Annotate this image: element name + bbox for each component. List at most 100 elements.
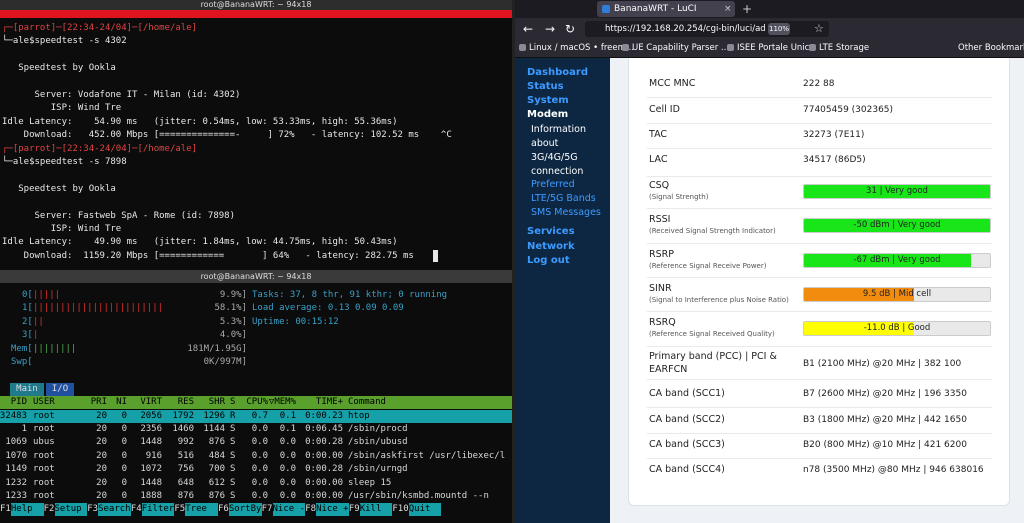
process-row-bg: [0, 449, 512, 463]
function-key[interactable]: F2: [43, 504, 55, 515]
nav-link[interactable]: Status: [527, 81, 564, 93]
process-row-cell: 1888: [140, 491, 162, 501]
function-key[interactable]: F5: [174, 504, 186, 515]
function-label[interactable]: Filter: [141, 503, 175, 517]
terminal-line: Server: Fastweb SpA - Rome (id: 7898): [2, 210, 236, 221]
bookmark[interactable]: Linux / macOS • freem...: [529, 43, 634, 53]
function-label[interactable]: Kill: [359, 503, 393, 517]
function-key[interactable]: F7: [261, 504, 273, 515]
row-label: RSRP: [649, 249, 674, 260]
active-bar: [0, 10, 512, 18]
forward-button[interactable]: →: [545, 22, 556, 36]
nav-link[interactable]: System: [527, 95, 569, 107]
process-row-cell: S: [230, 450, 236, 461]
meter-value: 5.3%]: [219, 316, 247, 327]
process-row-cell: 20: [96, 437, 107, 448]
reload-button[interactable]: ↻: [565, 22, 576, 36]
function-key[interactable]: F6: [218, 504, 229, 515]
other-bookmarks[interactable]: Other Bookmarks: [958, 43, 1024, 53]
signal-track: -50 dBm | Very good: [803, 218, 991, 233]
htop-header-cell: SHR: [208, 397, 225, 408]
process-row-cell: 0.1: [279, 410, 296, 421]
back-button[interactable]: ←: [523, 22, 534, 36]
process-row-cell: 1296: [203, 410, 225, 421]
terminal-line: ┌─[parrot]─[22:34-24/04]─[/home/ale]: [2, 23, 198, 33]
nav-link[interactable]: Dashboard: [527, 67, 588, 78]
function-key[interactable]: F9: [348, 504, 360, 515]
info-panel: MCC MNC 222 88 Cell ID 77405459 (302365) TAC…: [628, 58, 1010, 506]
htop-tab[interactable]: Main: [10, 382, 44, 396]
nav-link[interactable]: Log out: [527, 255, 570, 266]
function-key[interactable]: F8: [305, 504, 317, 515]
process-row-cell: 0.0: [251, 491, 268, 501]
bookmark[interactable]: ISEE Portale Unico: [737, 43, 815, 53]
meter-label: 0[: [22, 290, 33, 300]
process-row-cell: 1448: [140, 477, 162, 488]
meter-value: 58.1%]: [214, 303, 247, 314]
process-row-cell: 32483: [0, 410, 27, 421]
htop-header-cell: USER: [33, 397, 55, 408]
process-row-cell: root: [33, 491, 55, 501]
process-row-cell: /sbin/askfirst /usr/libexec/l: [348, 450, 506, 461]
row-label: CA band (SCC3): [649, 439, 725, 450]
function-label[interactable]: Tree: [185, 503, 218, 517]
signal-track: -11.0 dB | Good: [803, 321, 991, 336]
function-label[interactable]: Setup: [54, 503, 88, 517]
htop-tab[interactable]: I/O: [46, 382, 74, 396]
url-text[interactable]: https://192.168.20.254/cgi-bin/luci/adm: [605, 24, 765, 34]
terminal-line: Idle Latency: 54.90 ms (jitter: 0.54ms, …: [2, 116, 398, 127]
title-bar: [0, 0, 512, 10]
function-label[interactable]: Help: [10, 503, 44, 517]
tab[interactable]: [597, 1, 735, 17]
htop-header-cell: Command: [348, 397, 386, 408]
row-divider: [647, 346, 992, 347]
process-row-bg: [0, 476, 512, 490]
process-row-cell: 484: [208, 450, 225, 461]
process-row-bg: [0, 490, 512, 503]
process-row-cell: 0: [121, 477, 127, 488]
row-divider: [647, 147, 992, 149]
process-row-cell: 0: [121, 437, 127, 448]
function-label[interactable]: Quit: [408, 503, 442, 517]
function-label[interactable]: Search: [98, 503, 131, 517]
bookmark[interactable]: LTE Storage: [819, 43, 870, 53]
tab-close[interactable]: ×: [724, 4, 732, 14]
tab-title[interactable]: BananaWRT - LuCI: [614, 4, 697, 14]
function-key[interactable]: F4: [130, 504, 142, 515]
process-row-cell: root: [33, 464, 55, 475]
process-row-cell: /sbin/ubusd: [348, 437, 408, 448]
htop-header-cell: CPU%: [246, 397, 268, 408]
function-key[interactable]: F3: [87, 504, 99, 515]
row-divider: [647, 277, 992, 278]
process-row-cell: 1792: [172, 410, 194, 421]
nav-link[interactable]: Preferred: [531, 179, 575, 190]
bookmark[interactable]: UE Capability Parser ...: [632, 43, 729, 53]
terminal-line: ISP: Wind Tre: [2, 103, 122, 114]
function-key[interactable]: F10: [392, 504, 409, 515]
signal-bar: [804, 185, 990, 198]
nav-link[interactable]: SMS Messages: [531, 207, 601, 218]
process-row-cell: 648: [177, 477, 194, 488]
bookmark-icon: [519, 44, 526, 51]
nav-link[interactable]: Modem: [527, 109, 569, 120]
signal-track: 9.5 dB | Mid cell: [803, 287, 991, 302]
process-row-bg: [0, 423, 512, 436]
nav-link[interactable]: Services: [527, 226, 575, 237]
process-row-cell: 1070: [5, 450, 27, 461]
summary-line: Tasks: 37, 8 thr, 91 kthr; 0 running: [252, 290, 448, 300]
function-label[interactable]: SortBy: [228, 503, 262, 517]
zoom-badge[interactable]: 110%: [768, 23, 790, 35]
new-tab[interactable]: +: [742, 2, 753, 16]
nav-sublink[interactable]: Information about 3G/4G/5G connection: [531, 124, 586, 177]
nav-link[interactable]: LTE/5G Bands: [531, 193, 596, 204]
process-row-cell: /usr/sbin/ksmbd.mountd --n: [348, 491, 489, 501]
function-key[interactable]: F1: [0, 504, 11, 515]
bookmark-icon: [809, 44, 816, 51]
function-label[interactable]: Nice -: [272, 503, 306, 517]
nav-link[interactable]: Network: [527, 240, 575, 252]
row-label: MCC MNC: [649, 78, 696, 89]
bookmark-star[interactable]: ☆: [814, 22, 824, 35]
function-label[interactable]: Nice +: [316, 503, 349, 517]
process-row-cell: 516: [177, 450, 194, 461]
